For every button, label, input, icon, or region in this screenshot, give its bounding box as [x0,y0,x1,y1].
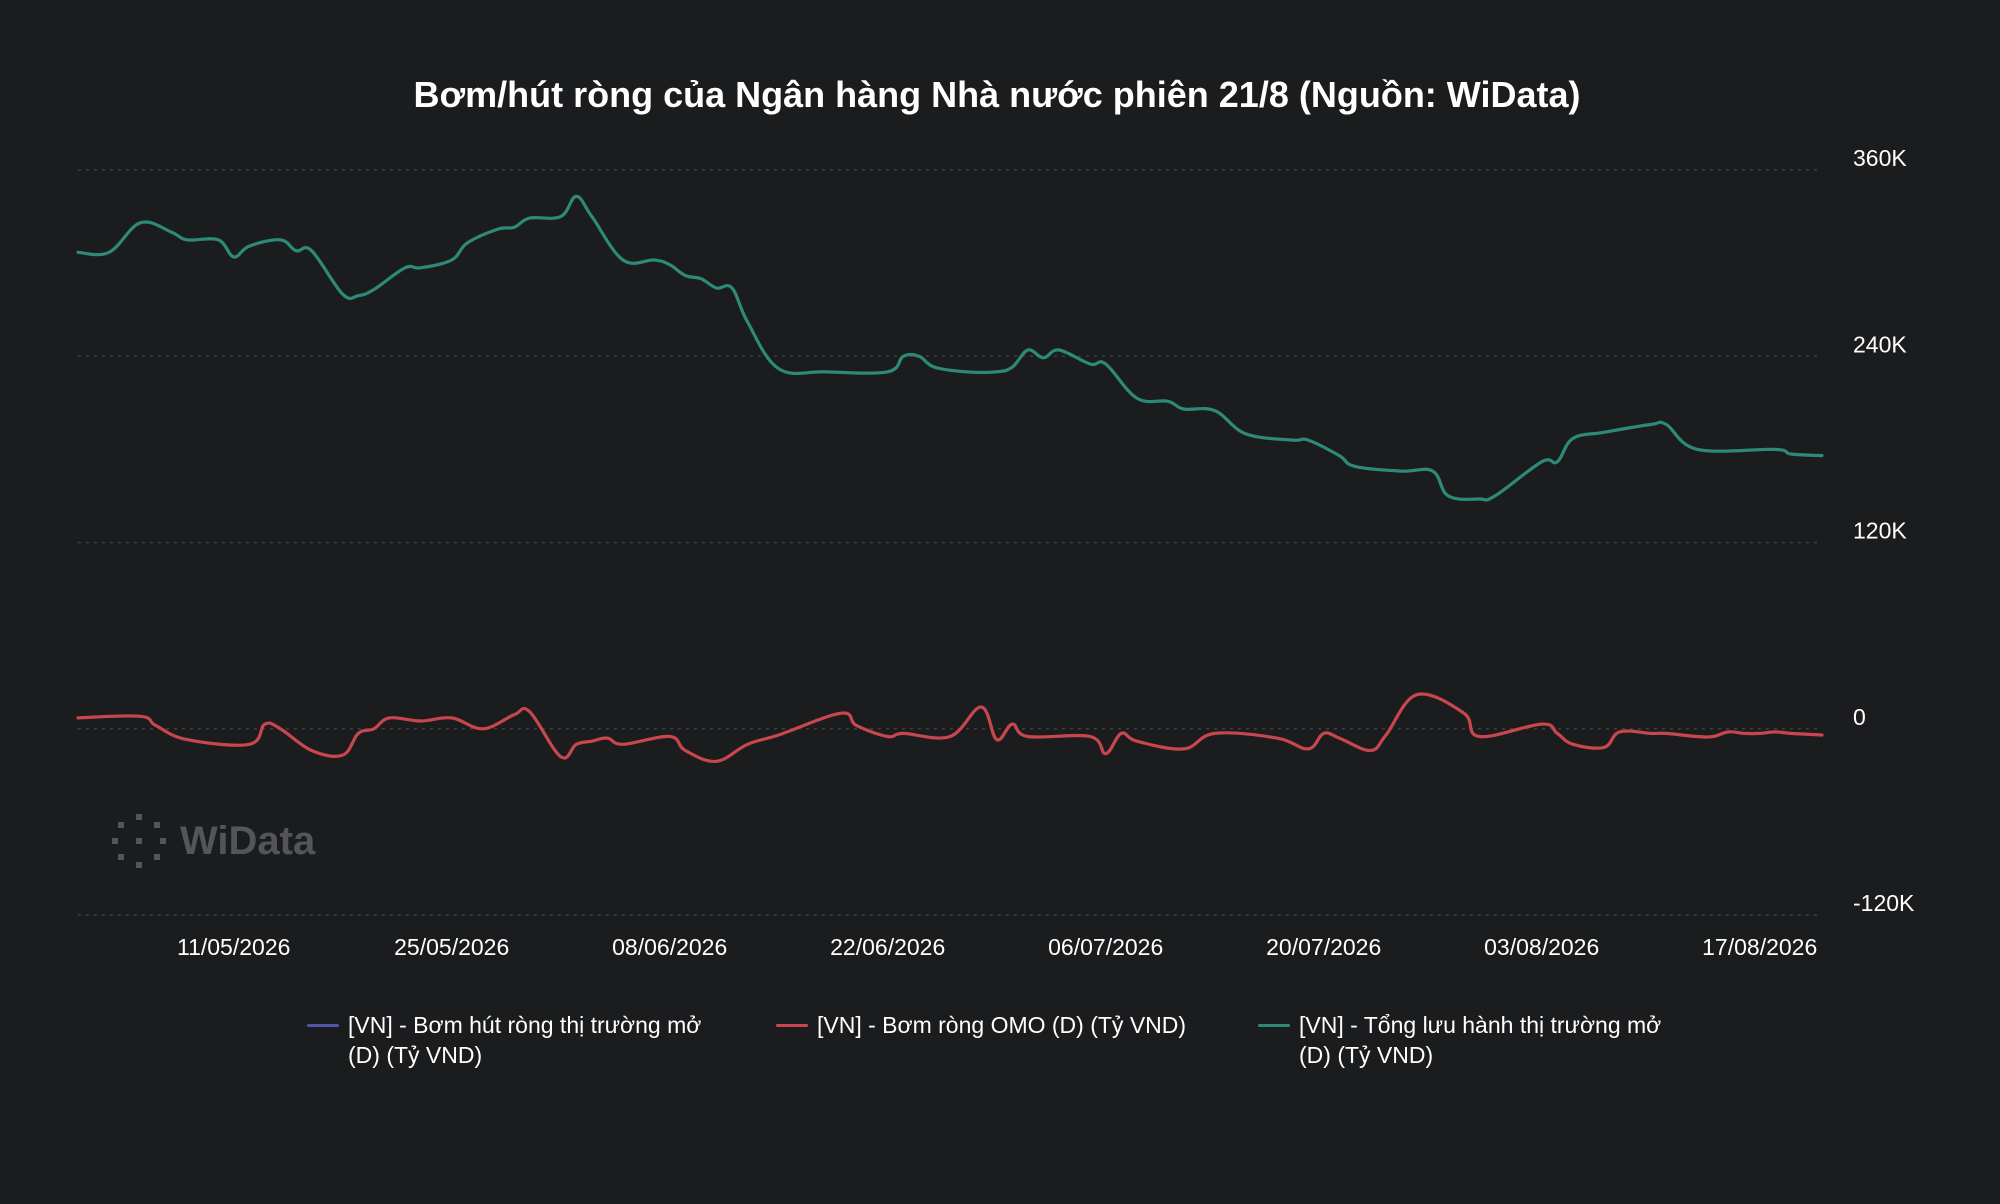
legend-swatch [307,1024,339,1027]
legend-label: [VN] - Tổng lưu hành thị trường mở (D) (… [1299,1012,1662,1068]
legend-swatch [1258,1024,1290,1027]
legend-swatch [776,1024,808,1027]
y-tick-label: -120K [1853,890,1915,916]
gridlines [78,169,1822,916]
y-tick-label: 120K [1853,518,1907,544]
chart-title: Bơm/hút ròng của Ngân hàng Nhà nước phiê… [414,74,1581,115]
x-axis: 11/05/2026 25/05/2026 08/06/2026 22/06/2026… [177,934,1817,960]
watermark: WiData [110,812,315,870]
y-tick-label: 240K [1853,331,1907,357]
legend: [VN] - Bơm hút ròng thị trường mở (D) (T… [0,1010,2000,1070]
y-tick-label: 0 [1853,704,1866,730]
y-tick-label: 360K [1853,145,1907,171]
x-tick-label: 20/07/2026 [1266,934,1381,960]
series-line-2[interactable] [76,194,1824,502]
x-tick-label: 17/08/2026 [1702,934,1817,960]
x-tick-label: 08/06/2026 [612,934,727,960]
widata-logo-icon [112,814,166,868]
x-tick-label: 11/05/2026 [177,934,290,960]
legend-label: [VN] - Bơm ròng OMO (D) (Tỷ VND) [817,1012,1187,1038]
x-tick-label: 25/05/2026 [394,934,509,960]
legend-item-bom-rong-omo[interactable]: [VN] - Bơm ròng OMO (D) (Tỷ VND) [776,1010,1186,1040]
series-line-1[interactable] [76,692,1824,763]
x-tick-label: 06/07/2026 [1048,934,1163,960]
x-tick-label: 22/06/2026 [830,934,945,960]
legend-item-tong-luu-hanh[interactable]: [VN] - Tổng lưu hành thị trường mở (D) (… [1258,1010,1661,1070]
watermark-text: WiData [180,818,316,863]
x-tick-label: 03/08/2026 [1484,934,1599,960]
series-lines [76,194,1824,763]
legend-item-bom-hut-rong[interactable]: [VN] - Bơm hút ròng thị trường mở (D) (T… [307,1010,701,1070]
legend-label: [VN] - Bơm hút ròng thị trường mở (D) (T… [348,1012,702,1068]
y-axis: 360K 240K 120K 0 -120K [1853,145,1915,916]
